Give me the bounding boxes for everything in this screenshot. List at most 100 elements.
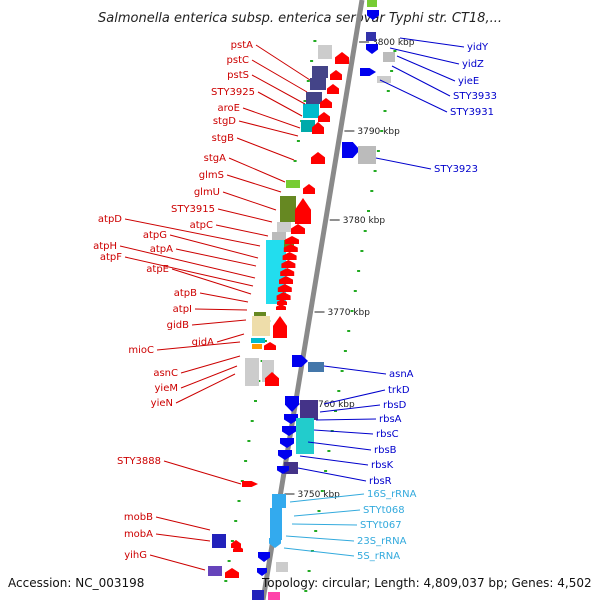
gene-arrow bbox=[258, 552, 270, 562]
gene-arrow bbox=[280, 438, 294, 448]
gene-arrow bbox=[277, 299, 287, 305]
gene-label: pstS bbox=[227, 70, 249, 81]
gene-arrow bbox=[233, 546, 243, 552]
leader-line bbox=[149, 554, 206, 571]
gene-arrow bbox=[282, 252, 297, 260]
tick-dot bbox=[340, 370, 344, 372]
tick-dot bbox=[293, 160, 297, 162]
cog-box bbox=[252, 344, 262, 349]
summary-text: Topology: circular; Length: 4,809,037 bp… bbox=[261, 576, 592, 590]
gene-arrow bbox=[360, 68, 376, 76]
tick-dot bbox=[237, 500, 241, 502]
gene-arrow bbox=[291, 224, 305, 234]
gene-label: yidZ bbox=[462, 59, 484, 70]
tick-dot bbox=[337, 390, 341, 392]
gene-label: pstA bbox=[231, 40, 253, 51]
cog-box bbox=[272, 494, 286, 508]
tick-dot bbox=[234, 520, 238, 522]
leader-line bbox=[215, 224, 269, 237]
gene-arrow bbox=[312, 122, 324, 134]
tick-label: 3750 kbp bbox=[297, 490, 340, 500]
leader-line bbox=[124, 218, 261, 247]
cog-box bbox=[251, 338, 265, 343]
cog-box bbox=[296, 418, 314, 454]
gene-arrow bbox=[303, 184, 315, 194]
gene-label: pstC bbox=[227, 55, 249, 66]
tick-dot bbox=[317, 510, 321, 512]
gene-arrow bbox=[342, 142, 360, 158]
tick-dot bbox=[254, 400, 257, 402]
gene-label: rbsC bbox=[376, 429, 399, 440]
leader-line bbox=[375, 157, 432, 170]
tick-dot bbox=[244, 460, 248, 462]
leader-line bbox=[323, 389, 386, 405]
leader-line bbox=[199, 292, 249, 303]
gene-label: STY3915 bbox=[171, 204, 215, 215]
cog-box bbox=[318, 45, 332, 59]
gene-label: stgA bbox=[204, 153, 226, 164]
leader-line bbox=[315, 418, 377, 421]
gene-label: 5S_rRNA bbox=[357, 551, 400, 562]
tick-dot bbox=[247, 440, 251, 442]
gene-label: yieN bbox=[151, 398, 173, 409]
leader-line bbox=[194, 308, 248, 311]
cog-box bbox=[310, 78, 326, 90]
tick-dot bbox=[250, 420, 254, 422]
gene-label: asnA bbox=[389, 369, 414, 380]
leader-line bbox=[255, 44, 311, 81]
tick-label: 3760 kbp bbox=[312, 400, 355, 410]
leader-line bbox=[297, 467, 367, 482]
gene-label: STY3933 bbox=[453, 91, 497, 102]
gene-label: yieE bbox=[458, 76, 479, 87]
cog-box bbox=[252, 590, 264, 600]
gene-arrow bbox=[284, 414, 298, 424]
gene-arrow bbox=[330, 70, 342, 80]
gene-label: atpI bbox=[173, 304, 192, 315]
tick-dot bbox=[390, 70, 394, 72]
gene-arrow bbox=[279, 276, 293, 284]
tick-dot bbox=[303, 100, 307, 102]
leader-line bbox=[238, 120, 299, 137]
tick-dot bbox=[393, 50, 397, 52]
tick-dot bbox=[367, 210, 370, 212]
leader-line bbox=[389, 47, 460, 65]
tick-dot bbox=[314, 530, 318, 532]
gene-label: mobB bbox=[124, 512, 153, 523]
gene-arrow bbox=[280, 268, 295, 276]
cog-box bbox=[303, 104, 319, 118]
tick-dot bbox=[224, 580, 228, 582]
cog-box bbox=[252, 316, 270, 336]
tick-dot bbox=[376, 150, 380, 152]
leader-line bbox=[396, 55, 456, 82]
cog-box bbox=[212, 534, 226, 548]
gene-label: rbsK bbox=[371, 460, 394, 471]
tick-dot bbox=[304, 590, 308, 592]
gene-arrow bbox=[282, 426, 296, 436]
gene-arrow bbox=[318, 112, 330, 122]
tick-dot bbox=[327, 450, 331, 452]
tick-dot bbox=[350, 310, 354, 312]
tick-dot bbox=[320, 490, 324, 492]
gene-arrow bbox=[264, 342, 276, 350]
gene-label: yidY bbox=[467, 42, 489, 53]
accession-text: Accession: NC_003198 bbox=[8, 576, 144, 590]
leader-line bbox=[119, 245, 256, 279]
tick-dot bbox=[263, 340, 267, 342]
cog-box bbox=[377, 76, 391, 83]
leader-line bbox=[299, 455, 369, 466]
tick-label: 3770 kbp bbox=[328, 308, 371, 318]
gene-label: glmS bbox=[199, 170, 224, 181]
leader-line bbox=[291, 523, 358, 526]
gene-label: atpE bbox=[146, 264, 169, 275]
leader-line bbox=[236, 137, 295, 161]
tick-dot bbox=[307, 570, 311, 572]
gene-arrow bbox=[335, 52, 349, 64]
gene-label: gidB bbox=[167, 320, 189, 331]
tick-dot bbox=[343, 350, 347, 352]
gene-label: 23S_rRNA bbox=[357, 536, 407, 547]
leader-line bbox=[180, 365, 238, 389]
cog-box bbox=[367, 0, 377, 7]
tick-dot bbox=[383, 110, 387, 112]
tick-dot bbox=[230, 540, 234, 542]
